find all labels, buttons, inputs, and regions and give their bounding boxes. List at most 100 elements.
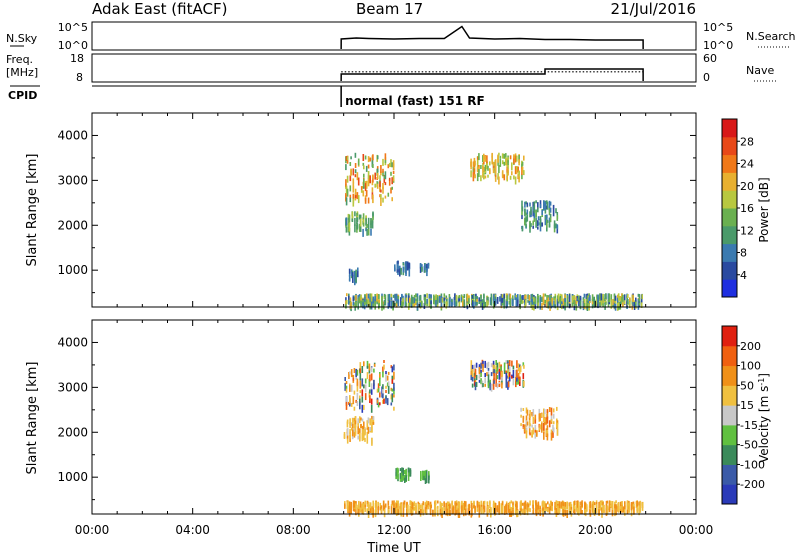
range-cell [402, 508, 405, 517]
velocity-colorbar: 200 100 50 15 -15 -50 -100 -200 [721, 325, 765, 505]
range-cell [602, 506, 604, 513]
range-cell [382, 384, 384, 390]
range-cell [478, 367, 481, 374]
range-cell [520, 500, 522, 509]
range-cell [346, 428, 349, 436]
x-tick-label: 00:00 [75, 523, 110, 537]
range-cell [553, 300, 555, 308]
range-cell [383, 174, 386, 183]
range-cell [542, 507, 544, 511]
colorbar-swatch [722, 261, 737, 280]
range-cell [375, 509, 377, 512]
range-cell [395, 502, 397, 510]
range-cell [449, 503, 451, 509]
range-cell [495, 367, 497, 373]
range-cell [425, 470, 428, 477]
range-cell [445, 508, 447, 516]
range-cell [397, 265, 399, 271]
range-cell [574, 508, 576, 515]
range-cell [521, 208, 523, 216]
range-cell [525, 294, 527, 299]
range-cell [568, 506, 571, 513]
range-cell [617, 297, 619, 306]
range-cell [584, 509, 587, 517]
range-cell [363, 404, 365, 410]
range-cell [524, 501, 527, 507]
range-cell [386, 375, 389, 381]
range-cell [493, 377, 495, 384]
range-cell [550, 432, 553, 441]
range-cell [487, 505, 489, 514]
range-cell [353, 430, 356, 438]
range-cell [533, 213, 536, 219]
range-cell [552, 204, 555, 209]
range-cell [531, 298, 534, 305]
range-cell [523, 503, 526, 508]
colorbar-tick-label: -50 [740, 439, 758, 452]
range-cell [498, 176, 500, 185]
range-cell [522, 373, 525, 380]
range-cell [632, 501, 635, 505]
radar-title: Adak East (fitACF) [92, 0, 227, 18]
range-cell [511, 162, 513, 171]
range-cell [405, 261, 407, 268]
range-cell [397, 508, 399, 516]
range-cell [387, 192, 390, 197]
range-cell [348, 401, 350, 405]
range-cell [501, 376, 503, 381]
range-cell [397, 260, 399, 269]
range-cell [359, 225, 362, 232]
range-cell [480, 362, 482, 369]
range-cell [519, 367, 521, 374]
range-cell [496, 375, 499, 380]
range-cell [499, 297, 501, 302]
range-cell [369, 296, 371, 305]
range-cell [626, 504, 629, 513]
range-cell [377, 506, 379, 515]
range-cell [529, 202, 531, 207]
range-cell [622, 298, 624, 307]
range-cell [357, 298, 359, 304]
range-cell [617, 502, 620, 509]
freq-series [340, 68, 644, 82]
range-cell [351, 429, 354, 437]
range-cell [422, 471, 424, 475]
range-cell [522, 424, 525, 428]
range-cell [507, 364, 510, 370]
range-cell [353, 428, 356, 433]
range-cell [367, 299, 370, 307]
range-cell [359, 390, 362, 394]
range-cell [549, 294, 551, 301]
range-cell [376, 183, 379, 189]
range-cell [425, 475, 428, 484]
range-cell [580, 501, 582, 506]
range-cell [501, 501, 504, 507]
range-cell [421, 505, 424, 512]
range-cell [368, 369, 371, 374]
range-cell [391, 395, 394, 403]
range-cell [419, 302, 422, 307]
range-cell [522, 300, 524, 304]
range-cell [508, 372, 511, 381]
range-cell [621, 501, 623, 505]
range-cell [365, 299, 368, 305]
range-cell [417, 506, 420, 515]
range-cell [523, 170, 525, 176]
range-cell [492, 383, 495, 390]
range-cell [564, 302, 566, 311]
range-cell [348, 293, 350, 298]
range-cell [363, 384, 365, 389]
range-cell [361, 509, 364, 513]
range-cell [470, 371, 473, 378]
time-axis-label: Time UT [366, 541, 420, 554]
range-cell [472, 161, 475, 170]
range-cell [516, 502, 518, 511]
range-cell [362, 213, 365, 220]
range-cell [356, 369, 359, 376]
range-cell [496, 362, 499, 369]
range-cell [410, 509, 413, 516]
range-cell [551, 506, 553, 512]
range-cell [391, 197, 393, 202]
range-cell [465, 501, 467, 510]
range-cell [526, 409, 529, 416]
